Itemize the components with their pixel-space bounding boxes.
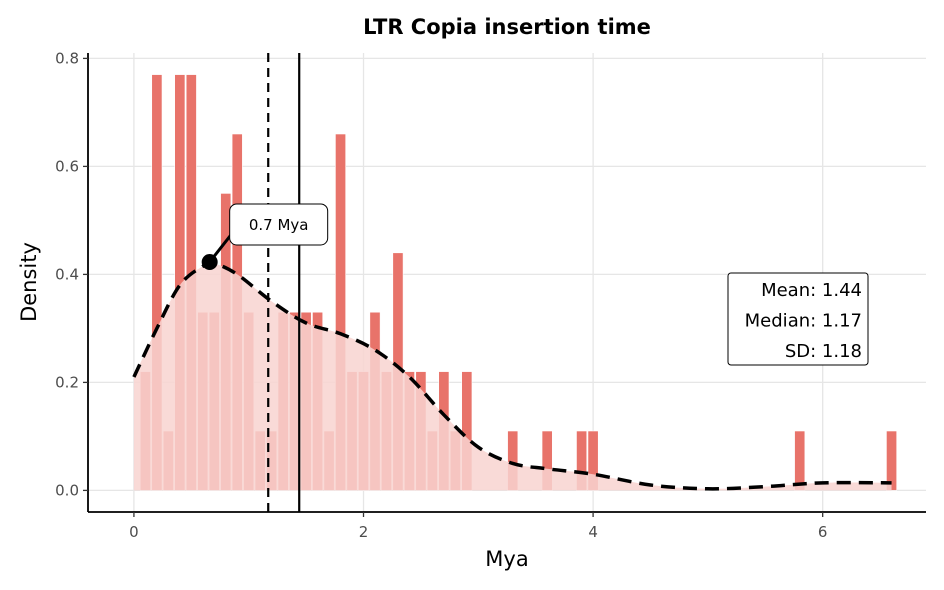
y-tick-label: 0.0 [55,481,79,499]
y-tick-label: 0.2 [55,373,79,391]
peak-label-box [229,203,329,246]
stats-box-frame [727,272,869,366]
histogram-bar [794,430,806,491]
axes [87,53,926,513]
peak-point [201,253,218,270]
tick-labels: 0.0 0.2 0.4 0.6 0.8 0 2 4 6 [55,49,827,541]
y-tick-label: 0.6 [55,157,79,175]
density-area [133,262,892,491]
stats-box: Mean: 1.44 Median: 1.17 SD: 1.18 [727,272,869,366]
x-axis-title: Mya [485,547,528,571]
peak-annotation: 0.7 Mya [201,203,329,270]
x-tick-label: 0 [129,523,139,541]
y-tick-label: 0.4 [55,265,79,283]
stats-line: Mean: 1.44 [761,280,862,301]
chart-title: LTR Copia insertion time [363,15,651,39]
stats-line: SD: 1.18 [785,341,862,362]
stats-line: Median: 1.17 [745,311,862,332]
peak-label: 0.7 Mya [249,216,309,234]
y-tick-label: 0.8 [55,49,79,67]
y-axis-title: Density [17,242,41,322]
x-tick-label: 2 [359,523,369,541]
x-tick-label: 6 [818,523,828,541]
x-tick-label: 4 [588,523,598,541]
